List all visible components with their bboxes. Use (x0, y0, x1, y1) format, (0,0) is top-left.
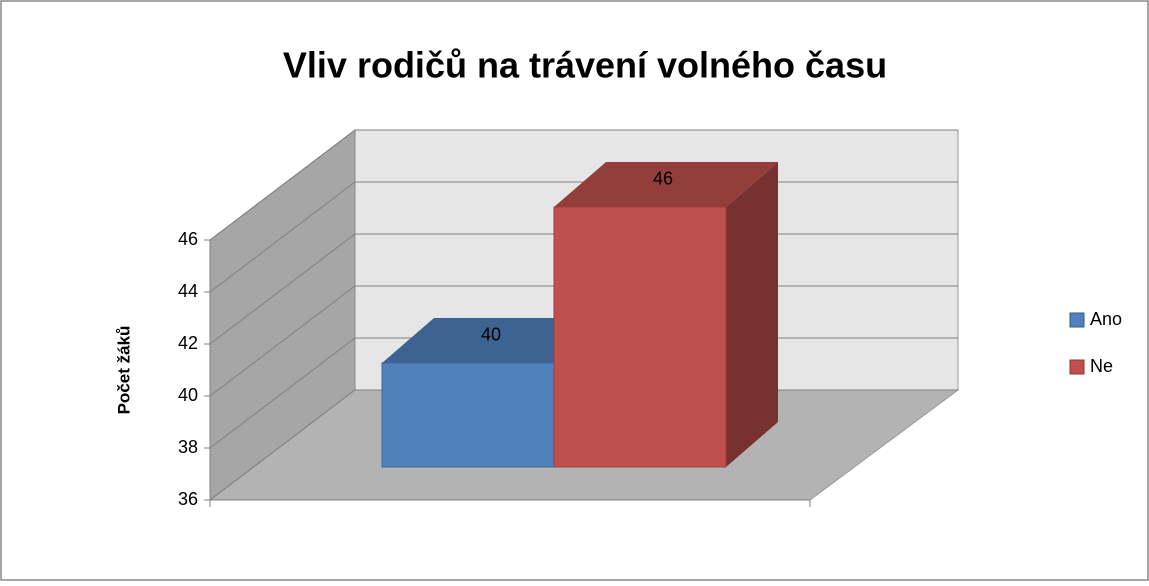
y-tick-label: 46 (178, 229, 198, 249)
grid-line (209, 389, 356, 501)
y-tick-label: 44 (178, 281, 198, 301)
bar-top (382, 318, 606, 363)
grid-line (209, 285, 356, 397)
bar-side (726, 162, 778, 467)
chart-title: Vliv rodičů na trávení volného času (283, 45, 887, 86)
data-label: 46 (653, 168, 673, 188)
y-axis-label: Počet žáků (114, 326, 133, 415)
grid-line (209, 233, 356, 345)
legend-label: Ne (1090, 356, 1113, 376)
legend-swatch (1069, 312, 1085, 328)
y-tick-label: 40 (178, 385, 198, 405)
grid-line (209, 337, 356, 449)
y-tick-label: 36 (178, 489, 198, 509)
y-tick-label: 42 (178, 333, 198, 353)
y-tick-label: 38 (178, 437, 198, 457)
bar (553, 206, 727, 468)
bar (381, 362, 555, 468)
legend-label: Ano (1090, 309, 1122, 329)
grid-line (209, 181, 356, 293)
grid-line (209, 129, 356, 241)
bar-top (554, 162, 778, 207)
data-label: 40 (481, 324, 501, 344)
legend-swatch (1069, 359, 1085, 375)
